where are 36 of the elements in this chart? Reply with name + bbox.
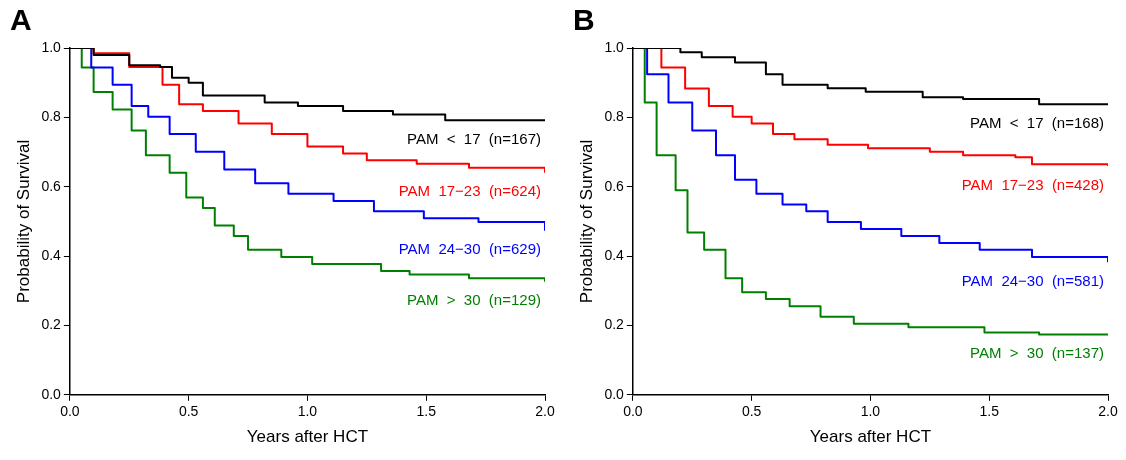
series-label: PAM > 30 (n=137) bbox=[970, 344, 1104, 362]
x-tick-label: 0.0 bbox=[60, 403, 80, 420]
y-tick-label: 0.8 bbox=[41, 108, 62, 125]
y-axis-title: Probability of Survival bbox=[576, 139, 596, 304]
y-tick-label: 0.0 bbox=[41, 385, 62, 402]
y-tick-label: 1.0 bbox=[604, 38, 625, 55]
series-label: PAM > 30 (n=129) bbox=[407, 291, 541, 309]
series-label: PAM 17−23 (n=624) bbox=[398, 182, 541, 200]
y-tick-label: 1.0 bbox=[41, 38, 62, 55]
y-tick-label: 0.2 bbox=[604, 316, 625, 333]
y-axis-title: Probability of Survival bbox=[13, 139, 33, 304]
x-tick-label: 1.5 bbox=[979, 403, 1000, 420]
x-tick-label: 2.0 bbox=[535, 403, 555, 420]
y-tick-label: 0.2 bbox=[41, 316, 62, 333]
x-tick-label: 0.0 bbox=[623, 403, 643, 420]
series-label: PAM 17−23 (n=428) bbox=[961, 175, 1104, 193]
x-tick-label: 1.0 bbox=[297, 403, 318, 420]
series-label: PAM < 17 (n=168) bbox=[970, 113, 1104, 131]
x-tick-label: 1.5 bbox=[416, 403, 437, 420]
y-tick-label: 0.4 bbox=[41, 246, 62, 263]
y-tick-label: 0.6 bbox=[41, 177, 62, 194]
x-tick-label: 1.0 bbox=[860, 403, 881, 420]
y-tick-label: 0.4 bbox=[604, 246, 625, 263]
x-tick-label: 2.0 bbox=[1098, 403, 1118, 420]
series-label: PAM 24−30 (n=581) bbox=[961, 271, 1104, 289]
series-label: PAM 24−30 (n=629) bbox=[398, 240, 541, 258]
x-axis-title: Years after HCT bbox=[809, 427, 932, 447]
x-axis-title: Years after HCT bbox=[246, 427, 369, 447]
x-tick-label: 0.5 bbox=[178, 403, 199, 420]
y-tick-label: 0.0 bbox=[604, 385, 625, 402]
series-label: PAM < 17 (n=167) bbox=[407, 129, 541, 147]
chart-title: B bbox=[573, 3, 595, 37]
y-tick-label: 0.6 bbox=[604, 177, 625, 194]
x-tick-label: 0.5 bbox=[741, 403, 762, 420]
y-tick-label: 0.8 bbox=[604, 108, 625, 125]
chart-title: A bbox=[10, 3, 32, 37]
